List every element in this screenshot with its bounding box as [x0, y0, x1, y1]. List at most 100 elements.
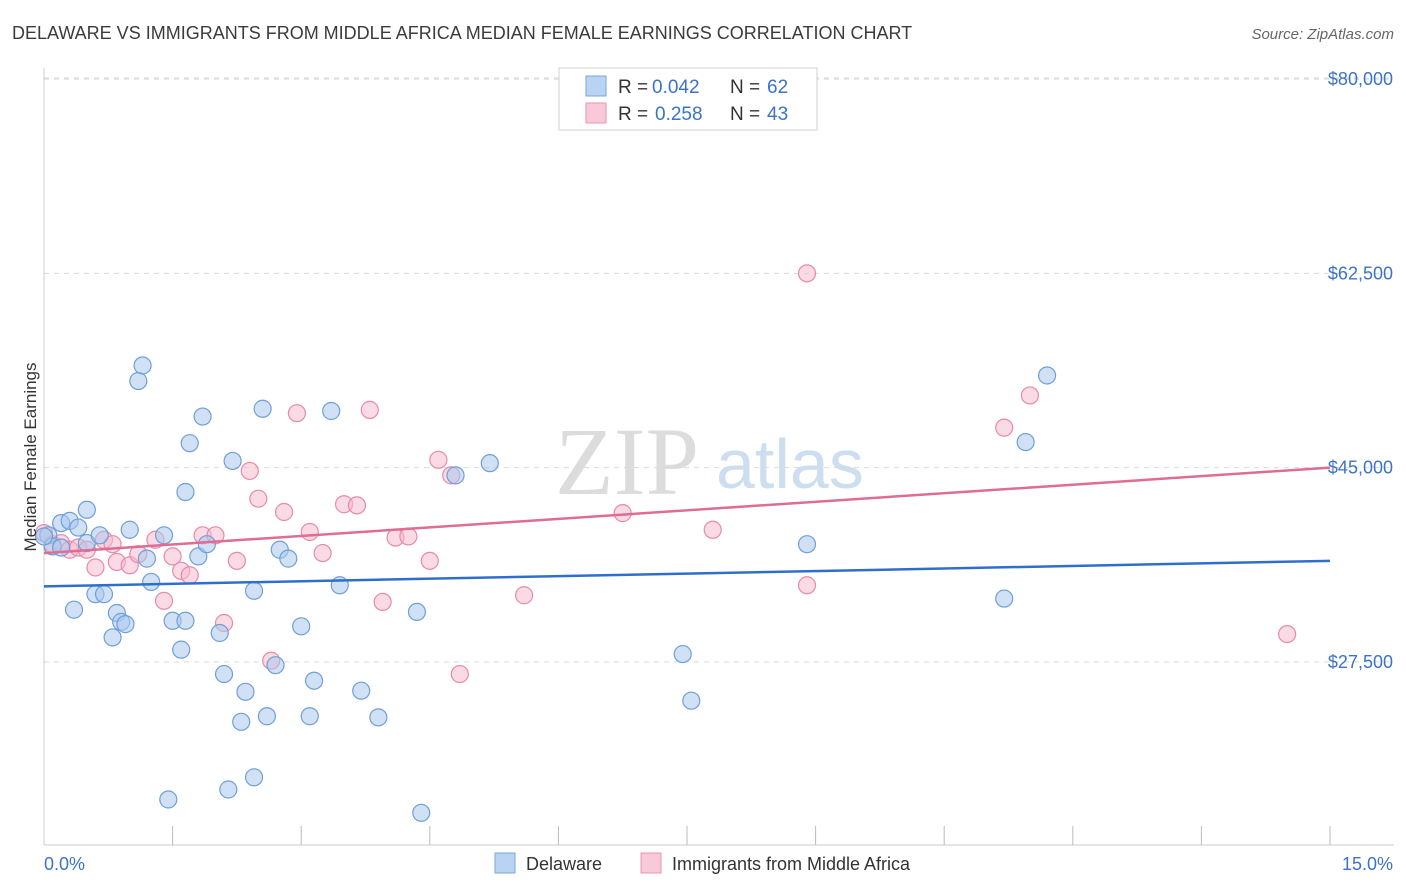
axes — [43, 68, 1394, 846]
point-middle-africa — [703, 520, 722, 539]
watermark: ZIP atlas — [555, 408, 864, 515]
point-middle-africa — [797, 264, 817, 283]
point-delaware — [673, 644, 692, 664]
chart-source: Source: ZipAtlas.com — [1251, 26, 1394, 43]
x-tick-label-min: 0.0% — [44, 854, 85, 874]
point-delaware — [90, 526, 109, 545]
point-middle-africa — [360, 400, 379, 419]
watermark-zip: ZIP — [555, 408, 699, 515]
point-delaware — [77, 500, 96, 519]
point-middle-africa — [797, 576, 817, 595]
point-middle-africa — [163, 547, 182, 566]
point-delaware — [219, 780, 238, 799]
data-points — [34, 264, 1297, 822]
x-ticks — [172, 826, 1331, 845]
point-delaware — [797, 535, 817, 554]
point-delaware — [1037, 366, 1057, 385]
point-delaware — [266, 656, 285, 675]
point-delaware — [223, 451, 242, 471]
point-delaware — [64, 600, 84, 619]
point-delaware — [257, 707, 277, 726]
point-delaware — [34, 527, 54, 546]
point-delaware — [176, 482, 195, 502]
legend-n-label-1: N = — [730, 77, 760, 98]
point-delaware — [176, 611, 195, 630]
chart-title: DELAWARE VS IMMIGRANTS FROM MIDDLE AFRIC… — [12, 23, 912, 43]
point-delaware — [154, 526, 174, 545]
point-middle-africa — [450, 664, 469, 684]
point-delaware — [412, 803, 431, 822]
point-middle-africa — [995, 418, 1014, 437]
point-middle-africa — [86, 558, 105, 577]
point-middle-africa — [1278, 624, 1297, 644]
point-middle-africa — [240, 461, 259, 481]
point-delaware — [172, 640, 191, 659]
point-middle-africa — [515, 586, 534, 605]
x-tick-label-max: 15.0% — [1342, 854, 1393, 874]
legend-r-value-2: 0.258 — [655, 104, 703, 125]
point-delaware — [232, 712, 251, 731]
point-delaware — [369, 708, 388, 727]
legend-r-label-1: R = — [618, 77, 648, 98]
point-delaware — [682, 691, 701, 710]
legend-n-value-2: 43 — [767, 104, 788, 125]
point-delaware — [292, 617, 311, 636]
point-middle-africa — [347, 496, 367, 515]
legend-n-label-2: N = — [730, 104, 760, 125]
bottom-legend-swatch-middle-africa — [640, 852, 662, 874]
y-tick-label: $27,500 — [1328, 652, 1393, 672]
point-delaware — [159, 790, 178, 809]
point-delaware — [995, 589, 1014, 608]
point-delaware — [120, 520, 139, 539]
grid-lines — [44, 77, 1394, 663]
point-delaware — [1016, 432, 1035, 452]
point-delaware — [300, 707, 319, 726]
bottom-legend-label-delaware: Delaware — [526, 854, 602, 874]
legend-swatch-delaware — [585, 75, 607, 97]
point-middle-africa — [373, 592, 392, 612]
point-delaware — [214, 664, 234, 684]
point-middle-africa — [1020, 386, 1040, 405]
trend-line-middle-africa — [43, 466, 1331, 555]
point-delaware — [193, 407, 212, 426]
watermark-atlas: atlas — [716, 425, 864, 503]
point-delaware — [480, 454, 499, 473]
point-middle-africa — [180, 566, 199, 585]
point-delaware — [352, 681, 371, 700]
point-delaware — [133, 356, 152, 375]
point-middle-africa — [154, 591, 174, 610]
trend-lines — [43, 466, 1331, 588]
point-delaware — [253, 399, 272, 418]
point-delaware — [142, 572, 161, 592]
legend-n-value-1: 62 — [767, 77, 788, 98]
bottom-legend-swatch-delaware — [494, 852, 516, 874]
point-delaware — [129, 371, 148, 391]
point-delaware — [137, 549, 156, 568]
point-delaware — [197, 535, 216, 554]
legend-r-label-2: R = — [618, 104, 648, 125]
y-axis-label: Median Female Earnings — [21, 363, 40, 552]
point-delaware — [69, 518, 88, 537]
point-delaware — [236, 682, 255, 701]
point-delaware — [279, 549, 298, 568]
point-delaware — [180, 434, 199, 453]
legend-box: R = 0.042 N = 62 R = 0.258 N = 43 — [558, 67, 818, 131]
point-middle-africa — [429, 450, 448, 469]
point-middle-africa — [313, 543, 332, 563]
legend-swatch-middle-africa — [585, 102, 607, 124]
point-delaware — [210, 623, 229, 643]
bottom-legend-label-middle-africa: Immigrants from Middle Africa — [672, 854, 911, 874]
point-delaware — [244, 768, 264, 787]
legend-r-value-1: 0.042 — [652, 77, 700, 98]
point-middle-africa — [249, 489, 268, 508]
y-tick-label: $45,000 — [1328, 458, 1393, 478]
point-middle-africa — [274, 502, 294, 522]
y-tick-label: $80,000 — [1328, 69, 1393, 89]
point-delaware — [116, 615, 135, 634]
y-tick-labels: $27,500 $45,000 $62,500 $80,000 — [1328, 69, 1393, 672]
point-delaware — [244, 581, 264, 600]
bottom-legend: Delaware Immigrants from Middle Africa — [494, 852, 911, 874]
point-middle-africa — [227, 551, 246, 570]
point-middle-africa — [300, 522, 319, 542]
